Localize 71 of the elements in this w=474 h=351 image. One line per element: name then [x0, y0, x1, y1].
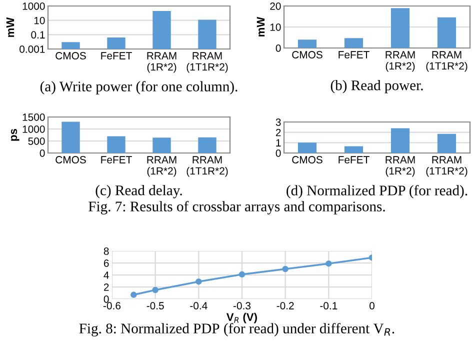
bar	[390, 128, 410, 153]
x-tick-label: RRAM (1T1R*2)	[186, 52, 228, 73]
x-tick-label: FeFET	[101, 156, 132, 164]
point	[282, 266, 288, 272]
y-tick-label: 1000	[22, 126, 45, 133]
y-tick-label: 0	[276, 150, 281, 157]
bar	[437, 134, 456, 153]
x-tick-label: CMOS	[56, 52, 86, 60]
point	[196, 278, 202, 285]
x-tick-label: -0.5	[146, 302, 164, 310]
text: (d) Normalized PDP (for read).	[286, 185, 468, 198]
y-tick-label: 0.001	[20, 46, 45, 53]
y-tick-label: 1	[276, 139, 281, 146]
bar	[390, 8, 410, 48]
x-axis-title: V$_{R}$ (V)	[226, 312, 257, 324]
y-tick-label: 20	[270, 2, 281, 10]
y-tick-label: 0	[104, 296, 109, 303]
text: (a) Write power (for one column).	[40, 81, 238, 94]
bar	[198, 137, 216, 153]
x-tick-label: RRAM (1T1R*2)	[186, 156, 228, 177]
x-tick-label: CMOS	[56, 156, 86, 164]
y-tick-label: 2	[276, 128, 281, 136]
x-tick-label: -0.6	[103, 302, 121, 310]
bar	[437, 17, 456, 48]
point	[326, 260, 332, 267]
bar	[107, 136, 126, 153]
x-tick-label: FeFET	[101, 52, 132, 60]
text: (b) Read power.	[330, 80, 423, 94]
x-tick-label: RRAM (1R*2)	[386, 156, 415, 177]
y-tick-label: 10	[34, 16, 45, 24]
y-tick-label: 3	[276, 118, 281, 126]
x-tick-label: CMOS	[292, 156, 322, 164]
y-axis-title: mW	[256, 16, 265, 36]
x-tick-label: RRAM (1R*2)	[147, 156, 176, 177]
x-tick-label: -0.3	[233, 302, 251, 310]
bar	[344, 146, 364, 153]
caption: Fig. 8: Normalized PDP (for read) under different V$_{R}$.	[79, 323, 394, 336]
x-tick-label: RRAM (1R*2)	[147, 52, 176, 73]
point	[130, 292, 137, 298]
bar	[344, 38, 364, 48]
y-tick-label: 2	[104, 284, 109, 291]
y-tick-label: 0	[40, 150, 45, 157]
y-tick-label: 1000	[22, 2, 45, 10]
y-tick-label: 500	[28, 138, 45, 145]
x-tick-label: CMOS	[292, 51, 322, 58]
bar	[298, 40, 317, 48]
point	[152, 286, 158, 294]
bar	[62, 122, 80, 153]
y-tick-label: 1500	[22, 114, 45, 121]
y-axis-title: ps	[10, 128, 20, 141]
x-tick-label: -0.1	[320, 302, 338, 310]
x-tick-label: FeFET	[338, 51, 370, 58]
caption: Fig. 7: Results of crossbar arrays and comparisons.	[88, 201, 385, 214]
x-tick-label: RRAM (1R*2)	[386, 51, 415, 72]
bar	[152, 138, 171, 153]
y-tick-label: 0.1	[31, 31, 45, 39]
y-tick-label: 10	[270, 24, 281, 31]
x-tick-label: -0.4	[190, 302, 208, 310]
y-tick-label: 8	[104, 248, 109, 255]
point	[238, 271, 246, 278]
text: (c) Read delay.	[96, 185, 182, 198]
x-tick-label: RRAM (1T1R*2)	[426, 156, 468, 177]
x-tick-label: 0	[370, 302, 374, 310]
x-tick-label: -0.2	[276, 302, 294, 310]
x-tick-label: RRAM (1T1R*2)	[426, 51, 468, 72]
bar	[298, 142, 317, 153]
y-tick-label: 6	[104, 260, 109, 267]
y-tick-label: 4	[104, 272, 109, 279]
y-axis-title: mW	[6, 17, 14, 37]
y-tick-label: 0	[276, 44, 281, 52]
x-tick-label: FeFET	[338, 156, 370, 164]
